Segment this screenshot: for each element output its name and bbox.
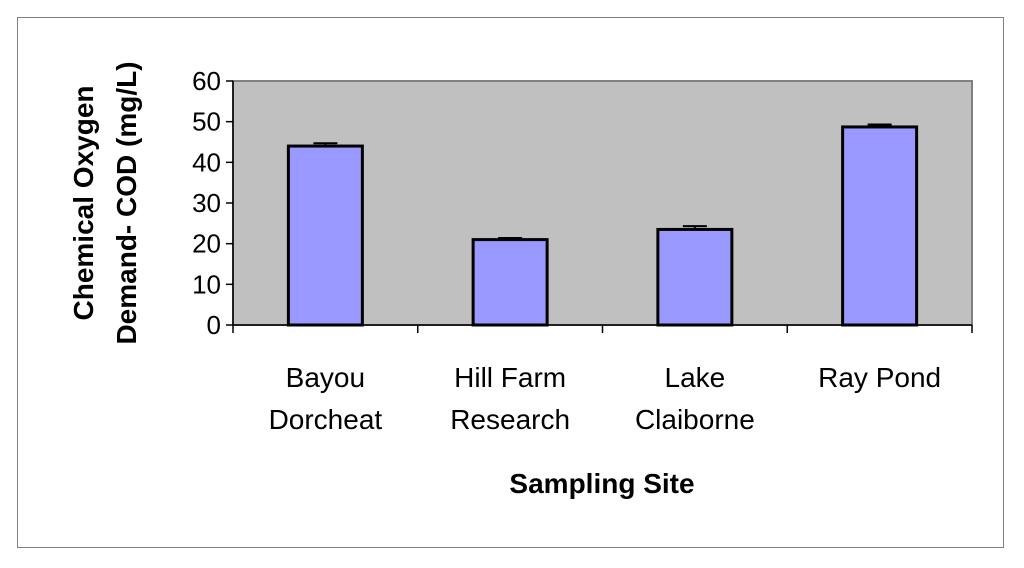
- bar: [471, 238, 549, 327]
- x-axis: Bayou Dorcheat Hill Farm Research Lake Claibo…: [232, 324, 973, 435]
- y-axis-title: Chemical Oxygen Demand- COD (mg/L): [68, 61, 142, 344]
- y-tick-label: 30: [192, 188, 221, 218]
- y-axis-title-line: Demand- COD (mg/L): [111, 61, 142, 344]
- y-axis-title-line: Chemical Oxygen: [68, 86, 99, 321]
- x-category-label: Bayou: [286, 362, 365, 393]
- y-tick-label: 60: [192, 66, 221, 96]
- bars: [286, 123, 919, 327]
- bar: [656, 227, 734, 327]
- x-category-label: Research: [450, 404, 570, 435]
- x-category-label: Ray Pond: [818, 362, 941, 393]
- y-tick-label: 40: [192, 147, 221, 177]
- bar: [286, 144, 364, 327]
- y-tick-label: 10: [192, 269, 221, 299]
- y-axis: 0 10 20 30 40 50 60: [192, 66, 234, 340]
- x-category-label: Lake: [665, 362, 726, 393]
- y-tick-label: 0: [207, 310, 221, 340]
- x-category-label: Claiborne: [635, 404, 755, 435]
- y-tick-label: 20: [192, 229, 221, 259]
- x-category-label: Dorcheat: [269, 404, 383, 435]
- bar: [841, 125, 919, 327]
- y-tick-label: 50: [192, 107, 221, 137]
- x-category-label: Hill Farm: [454, 362, 566, 393]
- x-axis-title: Sampling Site: [509, 468, 694, 499]
